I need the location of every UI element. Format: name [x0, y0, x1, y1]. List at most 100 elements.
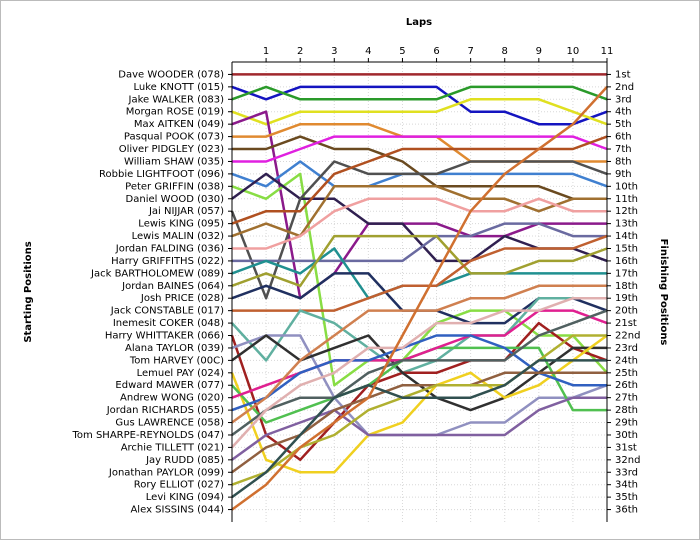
y-tick-label: Robbie LIGHTFOOT (096): [99, 169, 224, 180]
series-line: [231, 284, 607, 424]
y-tick-label: Rory ELLIOT (027): [134, 480, 224, 491]
y-tick-label: Edward MAWER (077): [115, 380, 224, 391]
y2-tick-label: 15th: [615, 243, 638, 254]
series-line: [231, 185, 607, 238]
y-axis-label: Starting Positions: [23, 241, 34, 342]
y2-tick-label: 4th: [615, 107, 632, 118]
y-tick-label: Tom HARVEY (00C): [129, 355, 224, 366]
y2-tick-label: 27th: [615, 393, 638, 404]
y-tick-label: Daniel WOOD (030): [126, 194, 225, 205]
y-tick-label: Jack BARTHOLOMEW (089): [90, 268, 224, 279]
y-tick-label: Jay RUDD (085): [145, 455, 224, 466]
y-tick-label: Jordan BAINES (064): [121, 281, 224, 292]
y-tick-label: Jordan RICHARDS (055): [106, 405, 224, 416]
y2-axis-label: Finishing Positions: [658, 239, 669, 346]
y2-tick-label: 8th: [615, 156, 632, 167]
y2-tick-label: 18th: [615, 281, 638, 292]
series-line: [231, 98, 608, 126]
y-tick-label: Morgan ROSE (019): [126, 107, 224, 118]
y-tick-label: Pasqual POOK (073): [124, 132, 224, 143]
y-tick-label: Levi KING (094): [146, 492, 224, 503]
y-tick-label: Gus LAWRENCE (058): [115, 418, 224, 429]
series-line: [231, 309, 608, 437]
series-line: [230, 334, 608, 474]
y2-tick-label: 14th: [615, 231, 638, 242]
y-tick-label: Harry GRIFFITHS (022): [111, 256, 224, 267]
y-tick-label: Jack CONSTABLE (017): [110, 306, 224, 317]
y-tick-label: Dave WOODER (078): [118, 69, 224, 80]
y2-tick-label: 7th: [615, 144, 632, 155]
x-tick-label: 2: [297, 46, 303, 57]
series-line: [231, 234, 608, 288]
y-tick-label: Lemuel PAY (024): [137, 368, 224, 379]
y-tick-label: Oliver PIDGLEY (023): [119, 144, 224, 155]
series-line: [231, 110, 607, 300]
y2-tick-label: 9th: [615, 169, 632, 180]
x-tick-label: 6: [433, 46, 439, 57]
y-tick-label: Josh PRICE (028): [140, 293, 224, 304]
series-line: [231, 309, 608, 399]
y2-tick-label: 26th: [615, 380, 638, 391]
y-tick-label: William SHAW (035): [124, 156, 224, 167]
y2-tick-label: 35th: [615, 492, 638, 503]
series-line: [231, 296, 607, 449]
y2-tick-label: 28th: [615, 405, 638, 416]
series-line: [230, 321, 608, 462]
y2-tick-label: 34th: [615, 480, 638, 491]
y-tick-label: Luke KNOTT (015): [133, 82, 224, 93]
series-line: [230, 160, 608, 300]
x-tick-label: 4: [365, 46, 371, 57]
series-line: [231, 85, 608, 126]
series-line: [231, 334, 607, 412]
lines: [230, 73, 608, 511]
series-line: [232, 234, 608, 312]
y2-tick-label: 6th: [615, 132, 632, 143]
series-line: [231, 371, 607, 474]
series-line: [232, 135, 608, 163]
y-tick-label: Alana TAYLOR (039): [125, 343, 224, 354]
y-tick-label: Jonathan PAYLOR (099): [108, 467, 224, 478]
y2-tick-label: 30th: [615, 430, 638, 441]
y2-tick-label: 16th: [615, 256, 638, 267]
y2-tick-label: 31st: [615, 442, 637, 453]
y2-tick-label: 29th: [615, 418, 638, 429]
chart-title: Laps: [406, 17, 432, 28]
x-tick-label: 1: [263, 46, 269, 57]
y-tick-label: Tom SHARPE-REYNOLDS (047): [72, 430, 225, 441]
y2-tick-label: 12th: [615, 206, 638, 217]
y-tick-label: Jake WALKER (083): [128, 94, 225, 105]
x-tick-label: 8: [502, 46, 508, 57]
series-line: [231, 359, 607, 499]
series-line: [231, 85, 608, 101]
x-tick-label: 5: [399, 46, 405, 57]
series-line: [232, 222, 607, 263]
series-line: [231, 86, 608, 511]
y-tick-label: Jai NIJJAR (057): [148, 206, 224, 217]
y2-tick-label: 23rd: [615, 343, 638, 354]
y-tick-label: Harry WHITTAKER (066): [105, 331, 224, 342]
y-tick-label: Lewis MALIN (032): [132, 231, 225, 242]
y2-tick-label: 11th: [615, 194, 638, 205]
y-tick-label: Jordan FALDING (036): [115, 243, 224, 254]
series-line: [232, 197, 607, 250]
y2-tick-label: 10th: [615, 181, 638, 192]
x-tick-label: 10: [567, 46, 580, 57]
y2-tick-label: 5th: [615, 119, 632, 130]
axes: 1 2 3 4 5 6 7 8 9 10 11 Dave WOODER (078) Luke KNOTT…: [72, 46, 640, 522]
y2-tick-label: 32nd: [615, 455, 640, 466]
x-tick-label: 7: [467, 46, 473, 57]
y2-tick-label: 25th: [615, 368, 638, 379]
y-tick-label: Alex SISSINS (044): [130, 505, 224, 516]
series-line: [231, 396, 607, 461]
y-tick-label: Peter GRIFFIN (038): [125, 181, 224, 192]
x-tick-label: 11: [601, 46, 614, 57]
x-tick-label: 3: [331, 46, 337, 57]
y2-tick-label: 20th: [615, 306, 638, 317]
y2-tick-label: 36th: [615, 505, 638, 516]
y2-tick-label: 13th: [615, 219, 638, 230]
y-tick-label: Max AITKEN (049): [134, 119, 224, 130]
y2-tick-label: 2nd: [615, 82, 634, 93]
y-tick-label: Andrew WONG (020): [120, 393, 224, 404]
y2-tick-label: 3rd: [615, 94, 632, 105]
